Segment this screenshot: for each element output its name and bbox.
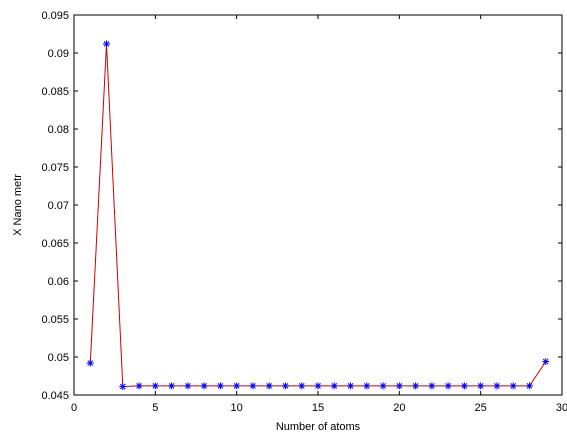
data-point-marker xyxy=(103,40,111,48)
x-axis-ticks: 0 5 10 15 20 25 30 xyxy=(71,15,567,414)
data-point-marker xyxy=(151,382,159,390)
y-tick-label: 0.065 xyxy=(41,238,69,250)
x-axis-title: Number of atoms xyxy=(276,421,361,433)
x-tick-label: 30 xyxy=(556,402,567,414)
x-tick-label: 5 xyxy=(152,402,158,414)
x-tick-label: 15 xyxy=(312,402,324,414)
data-point-marker xyxy=(444,382,452,390)
data-point-marker xyxy=(119,383,127,391)
data-point-marker xyxy=(347,382,355,390)
y-axis-title: X Nano metr xyxy=(12,174,24,236)
y-tick-label: 0.06 xyxy=(48,276,69,288)
data-point-marker xyxy=(428,382,436,390)
data-point-marker xyxy=(460,382,468,390)
y-tick-label: 0.055 xyxy=(41,314,69,326)
data-point-marker xyxy=(281,382,289,390)
data-point-marker xyxy=(477,382,485,390)
data-point-marker xyxy=(216,382,224,390)
data-point-marker xyxy=(233,382,241,390)
x-tick-label: 25 xyxy=(475,402,487,414)
y-tick-label: 0.045 xyxy=(41,390,69,402)
data-point-marker xyxy=(298,382,306,390)
data-point-marker xyxy=(265,382,273,390)
x-tick-label: 20 xyxy=(393,402,405,414)
data-point-marker xyxy=(314,382,322,390)
y-tick-label: 0.07 xyxy=(48,200,69,212)
data-point-marker xyxy=(249,382,257,390)
data-point-marker xyxy=(542,358,550,366)
data-point-marker xyxy=(509,382,517,390)
data-point-marker xyxy=(135,382,143,390)
data-point-marker xyxy=(363,382,371,390)
x-tick-label: 10 xyxy=(231,402,243,414)
y-tick-label: 0.05 xyxy=(48,352,69,364)
data-point-marker xyxy=(200,382,208,390)
y-axis-ticks: 0.045 0.05 0.055 0.06 0.065 0.07 0.075 0.08 0.08… xyxy=(41,10,562,402)
y-tick-label: 0.095 xyxy=(41,10,69,22)
data-point-marker xyxy=(168,382,176,390)
plot-area xyxy=(73,14,563,396)
data-point-marker xyxy=(412,382,420,390)
data-point-marker xyxy=(395,382,403,390)
data-point-marker xyxy=(86,359,94,367)
y-tick-label: 0.08 xyxy=(48,124,69,136)
x-tick-label: 0 xyxy=(71,402,77,414)
y-tick-label: 0.075 xyxy=(41,162,69,174)
y-tick-label: 0.09 xyxy=(48,48,69,60)
series-layer xyxy=(86,40,550,391)
data-point-marker xyxy=(493,382,501,390)
data-point-marker xyxy=(184,382,192,390)
data-point-marker xyxy=(525,382,533,390)
data-point-marker xyxy=(330,382,338,390)
y-tick-label: 0.085 xyxy=(41,86,69,98)
data-point-marker xyxy=(379,382,387,390)
